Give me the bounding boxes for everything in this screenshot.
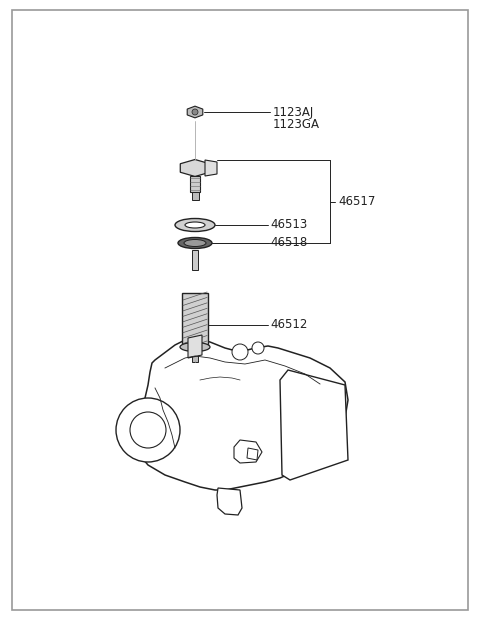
- Circle shape: [116, 398, 180, 462]
- Text: 1123GA: 1123GA: [273, 118, 320, 131]
- Circle shape: [130, 412, 166, 448]
- Text: 46512: 46512: [270, 318, 307, 331]
- Bar: [192, 250, 198, 270]
- Bar: [190, 176, 200, 192]
- Text: 46518: 46518: [270, 236, 307, 250]
- Polygon shape: [280, 370, 348, 480]
- Polygon shape: [188, 335, 202, 358]
- Polygon shape: [132, 338, 348, 490]
- Polygon shape: [180, 160, 210, 177]
- Polygon shape: [247, 448, 258, 460]
- Bar: [182, 293, 208, 348]
- Polygon shape: [217, 488, 242, 515]
- Ellipse shape: [175, 218, 215, 232]
- Ellipse shape: [178, 238, 212, 248]
- Circle shape: [192, 109, 198, 115]
- Text: 1123AJ: 1123AJ: [273, 106, 314, 119]
- Bar: [192, 192, 199, 200]
- Ellipse shape: [184, 240, 206, 246]
- Text: 46513: 46513: [270, 218, 307, 232]
- Circle shape: [232, 344, 248, 360]
- Polygon shape: [205, 160, 217, 176]
- Polygon shape: [187, 106, 203, 118]
- Text: 46517: 46517: [338, 195, 375, 208]
- Ellipse shape: [180, 343, 210, 351]
- Polygon shape: [234, 440, 262, 463]
- Bar: [192, 350, 198, 362]
- Ellipse shape: [185, 222, 205, 228]
- Circle shape: [252, 342, 264, 354]
